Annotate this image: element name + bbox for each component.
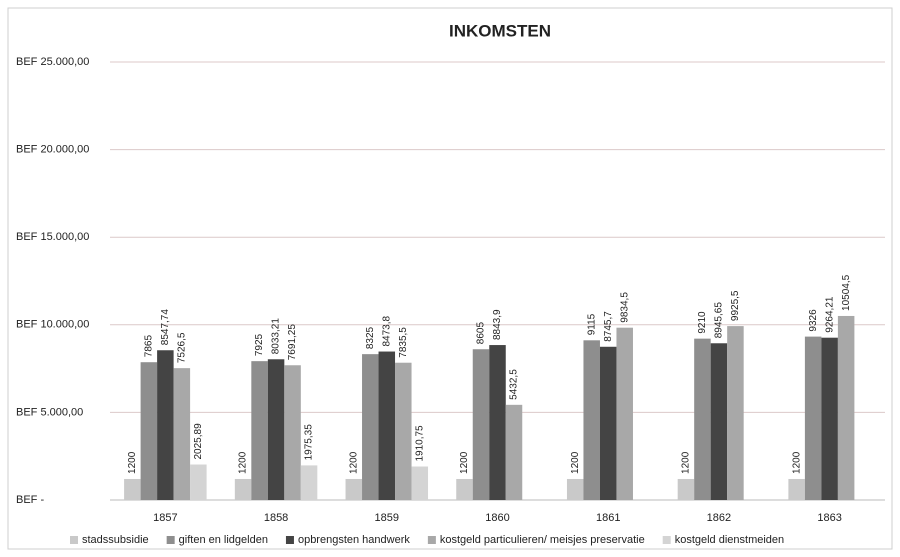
legend-swatch: [70, 536, 78, 544]
data-label: 7925: [254, 333, 265, 356]
bar: [124, 478, 141, 500]
bar: [616, 327, 633, 500]
data-label: 1200: [238, 451, 249, 474]
data-label: 1910,75: [414, 425, 425, 462]
data-label: 1200: [570, 451, 581, 474]
bar: [694, 338, 711, 500]
bar: [378, 351, 396, 500]
data-label: 9925,5: [730, 290, 741, 321]
bar: [190, 464, 207, 500]
data-label: 1200: [681, 451, 692, 474]
bar: [267, 359, 285, 500]
bar: [710, 343, 728, 500]
y-tick-label: BEF 10.000,00: [16, 319, 89, 331]
data-label: 2025,89: [193, 423, 204, 460]
data-label: 7526,5: [176, 332, 187, 363]
data-label: 5432,5: [509, 369, 520, 400]
y-tick-label: BEF 25.000,00: [16, 56, 89, 68]
bar: [821, 337, 838, 500]
legend-label: kostgeld dienstmeiden: [675, 534, 784, 546]
bar: [411, 466, 429, 500]
legend-swatch: [662, 536, 671, 544]
data-label: 1975,35: [304, 424, 315, 461]
data-label: 10504,5: [841, 274, 852, 311]
data-label: 9210: [697, 311, 708, 334]
x-tick-label: 1861: [596, 512, 620, 524]
bar: [173, 368, 191, 500]
data-label: 8473,8: [381, 316, 392, 347]
legend-swatch: [427, 536, 436, 544]
data-label: 1200: [127, 451, 138, 474]
legend-swatch: [285, 536, 294, 544]
data-label: 8945,65: [714, 302, 725, 339]
bar: [599, 346, 617, 500]
legend-label: opbrengsten handwerk: [298, 534, 410, 546]
bar: [345, 478, 363, 500]
y-tick-label: BEF -: [16, 494, 44, 506]
x-tick-label: 1858: [264, 512, 288, 524]
bar: [583, 340, 600, 500]
bar: [300, 465, 318, 500]
x-tick-label: 1863: [817, 512, 841, 524]
bar: [140, 362, 158, 500]
data-label: 7865: [143, 335, 154, 358]
bar: [677, 478, 695, 500]
data-label: 8547,74: [160, 309, 171, 346]
x-tick-label: 1859: [375, 512, 399, 524]
data-label: 1200: [791, 451, 802, 474]
bar: [284, 365, 301, 500]
x-tick-label: 1862: [707, 512, 731, 524]
data-label: 8745,7: [603, 311, 614, 342]
bar: [566, 478, 584, 500]
data-label: 1200: [348, 451, 359, 474]
data-label: 9115: [586, 313, 597, 335]
bar: [727, 326, 744, 500]
bar: [456, 478, 473, 500]
legend-label: kostgeld particulieren/ meisjes preserva…: [440, 534, 645, 546]
bar: [837, 315, 855, 500]
y-tick-label: BEF 5.000,00: [16, 406, 83, 418]
bar: [395, 362, 412, 500]
x-tick-label: 1860: [485, 512, 509, 524]
bar: [788, 478, 805, 500]
chart-frame: [7, 7, 893, 550]
bar: [489, 345, 506, 500]
legend-label: stadssubsidie: [82, 534, 149, 546]
y-tick-label: BEF 20.000,00: [16, 144, 89, 156]
bar: [234, 478, 252, 500]
data-label: 1200: [459, 451, 470, 474]
data-label: 8843,9: [492, 309, 503, 340]
data-label: 8033,21: [271, 318, 282, 355]
chart-title: INKOMSTEN: [449, 21, 551, 40]
legend-swatch: [166, 536, 175, 544]
legend-label: giften en lidgelden: [179, 534, 268, 546]
bar: [251, 361, 268, 500]
data-label: 9834,5: [619, 292, 630, 323]
bar: [157, 350, 174, 500]
y-tick-label: BEF 15.000,00: [16, 231, 89, 243]
bar: [362, 354, 379, 500]
data-label: 8605: [476, 322, 487, 345]
data-label: 9326: [808, 309, 819, 332]
bar: [472, 349, 490, 500]
bar: [804, 336, 822, 500]
data-label: 8325: [365, 326, 376, 349]
data-label: 7691,25: [287, 324, 298, 361]
data-label: 7835,5: [398, 327, 409, 358]
bar: [505, 404, 523, 500]
x-tick-label: 1857: [153, 512, 177, 524]
data-label: 9264,21: [824, 296, 835, 333]
